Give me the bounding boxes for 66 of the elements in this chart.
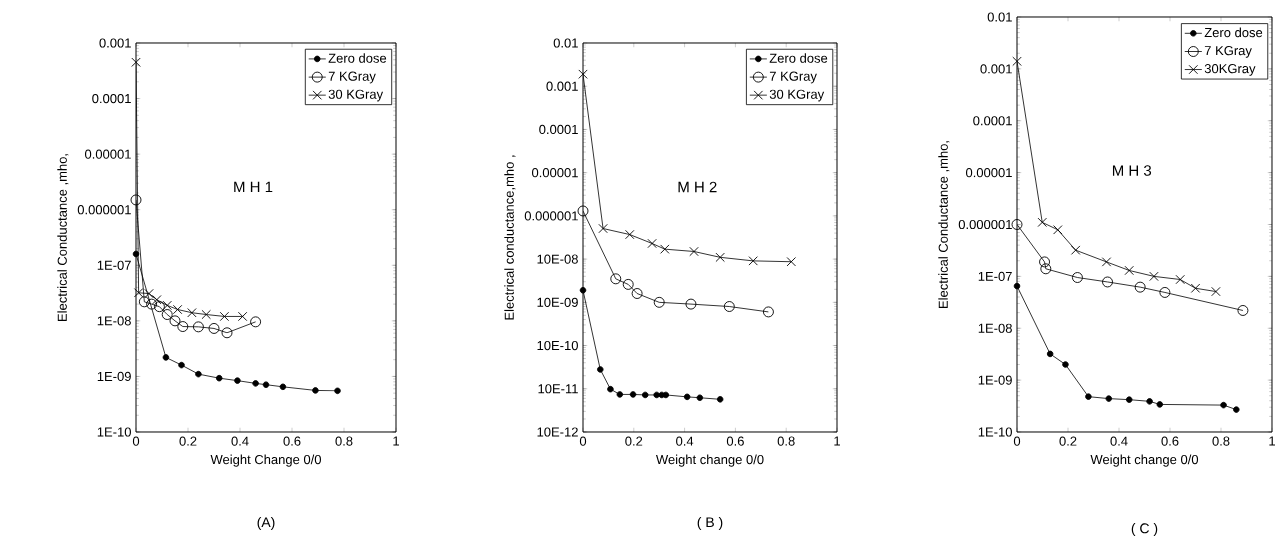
y-tick-label: 1E-09 [97, 371, 131, 382]
y-tick-label: 10E-10 [537, 340, 578, 351]
x-tick-label: 0 [132, 436, 140, 446]
x-tick-label: 0.8 [335, 436, 353, 446]
x-tick-label: 0.8 [777, 436, 795, 446]
x-tick-label: 0.2 [1059, 436, 1077, 446]
legend-label: Zero dose [1204, 27, 1263, 38]
y-tick-label: 0.00001 [84, 149, 131, 159]
x-tick-label: 0 [579, 436, 587, 446]
annotation: M H 2 [678, 181, 717, 193]
text: (A) [257, 516, 275, 530]
y-tick-label: 1E-08 [978, 323, 1012, 333]
y-tick-label: 1E-07 [978, 271, 1012, 281]
x-tick-label: 0.2 [625, 436, 643, 446]
annotation: M H 1 [234, 181, 273, 193]
annotation: M H 3 [1112, 165, 1152, 176]
y-axis-title: Electrical Conductance ,mho, [57, 154, 69, 321]
x-tick-label: 0.4 [1110, 436, 1128, 446]
y-tick-label: 0.01 [987, 12, 1012, 22]
legend-label: Zero dose [769, 53, 828, 63]
y-tick-label: 0.0001 [92, 93, 131, 104]
x-tick-label: 0.6 [726, 436, 744, 446]
x-tick-label: 0.6 [1161, 436, 1179, 446]
x-axis-title: Weight change 0/0 [1090, 454, 1199, 467]
y-tick-label: 1E-07 [97, 260, 131, 270]
legend-label: 7 KGray [1204, 45, 1252, 58]
y-tick-label: 0.001 [980, 64, 1012, 74]
y-tick-label: 0.001 [546, 81, 578, 91]
y-tick-label: 10E-12 [537, 427, 578, 437]
y-tick-label: 0.000001 [77, 205, 131, 215]
x-tick-label: 0.6 [283, 436, 301, 446]
legend-label: 30KGray [1204, 64, 1256, 76]
y-tick-label: 1E-10 [978, 427, 1012, 437]
x-tick-label: 1 [1269, 436, 1275, 446]
y-tick-label: 0.00001 [965, 168, 1012, 178]
y-tick-label: 1E-09 [978, 375, 1012, 385]
x-tick-label: 0 [1013, 436, 1021, 446]
x-axis-title: Weight change 0/0 [655, 454, 764, 467]
x-tick-label: 1 [393, 436, 399, 446]
y-tick-label: 0.000001 [524, 211, 578, 221]
y-tick-label: 10E-09 [537, 297, 578, 307]
x-tick-label: 0.2 [179, 436, 197, 446]
y-tick-label: 0.00001 [531, 168, 578, 178]
y-tick-label: 10E-11 [538, 384, 578, 394]
text: ( B ) [697, 516, 723, 530]
y-tick-label: 0.0001 [539, 124, 578, 135]
legend-label: Zero dose [328, 53, 387, 63]
x-tick-label: 0.8 [1212, 436, 1230, 446]
legend-label: 7 KGray [769, 71, 817, 84]
y-tick-label: 1E-08 [97, 316, 131, 326]
y-tick-label: 0.001 [99, 38, 131, 48]
legend-label: 30 KGray [769, 89, 825, 102]
y-tick-label: 1E-10 [97, 427, 131, 437]
legend-label: 7 KGray [328, 71, 376, 84]
x-tick-label: 0.4 [676, 436, 694, 446]
y-axis-title: Electrical conductance,mho , [504, 155, 516, 320]
y-tick-label: 0.01 [553, 38, 578, 48]
legend-label: 30 KGray [328, 89, 384, 102]
y-tick-label: 0.000001 [958, 219, 1012, 230]
x-tick-label: 0.4 [231, 436, 249, 446]
y-tick-label: 0.0001 [973, 116, 1012, 126]
text: ( C ) [1131, 522, 1158, 537]
y-tick-label: 10E-08 [537, 254, 578, 264]
x-axis-title: Weight Change 0/0 [210, 454, 322, 467]
x-tick-label: 1 [834, 436, 840, 446]
y-axis-title: Electrical Conductance ,mho, [938, 141, 950, 308]
